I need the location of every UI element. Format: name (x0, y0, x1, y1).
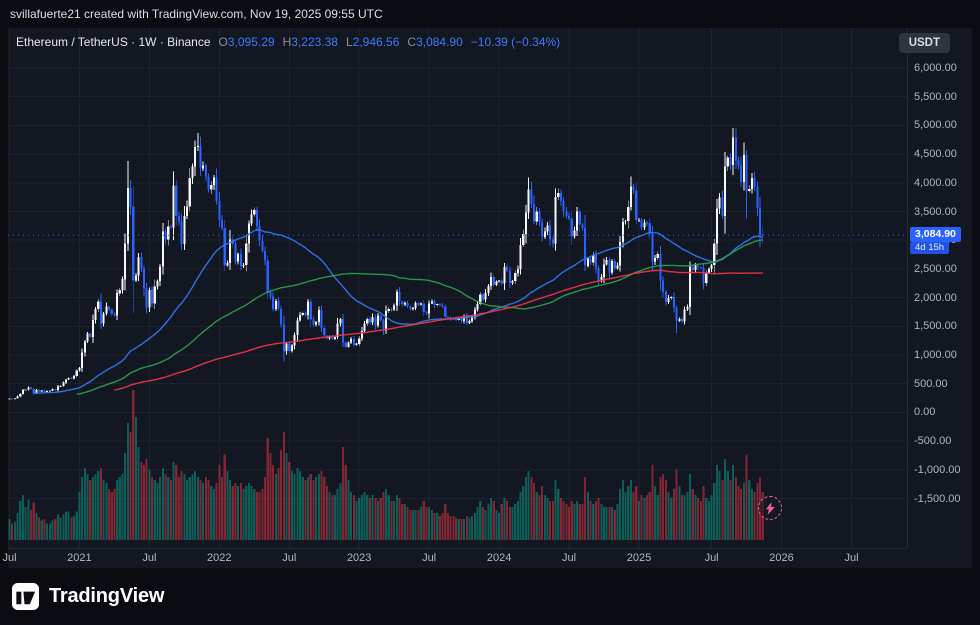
chart-canvas[interactable] (8, 28, 907, 548)
time-tick-label[interactable]: Jul (844, 552, 859, 564)
time-axis[interactable]: Jul 2021 Jul 2022 Jul 2023 Jul 2024 Jul 2025 Jul 20… (2, 548, 907, 568)
price-tick-label: -1,000.00 (914, 463, 961, 476)
change-value: −10.39 (−0.34%) (470, 35, 561, 49)
price-tick-label: 1,500.00 (914, 320, 957, 333)
time-tick-label[interactable]: 2022 (207, 552, 232, 564)
price-tick-label: 5,500.00 (914, 90, 957, 103)
symbol-legend[interactable]: Ethereum / TetherUS · 1W · Binance O3,09… (16, 35, 560, 49)
last-price-tag: 3,084.90 (910, 227, 961, 243)
time-tick-label[interactable]: Jul (2, 552, 17, 564)
footer-bar: TradingView (0, 568, 980, 625)
price-tick-label: 0.00 (914, 406, 936, 419)
time-tick-label[interactable]: Jul (704, 552, 719, 564)
price-tick-label: 2,500.00 (914, 262, 957, 275)
close-value: C3,084.90 (407, 35, 463, 49)
chart-widget: Ethereum / TetherUS · 1W · Binance O3,09… (2, 28, 972, 568)
time-tick-label[interactable]: 2024 (486, 552, 512, 564)
time-tick-label[interactable]: 2021 (67, 552, 92, 564)
price-tick-label: 500.00 (914, 377, 948, 390)
price-tick-label: 6,000.00 (914, 62, 957, 74)
lightning-bolt-icon (765, 501, 775, 515)
price-chart[interactable] (8, 28, 907, 548)
price-tick-label: 5,000.00 (914, 119, 957, 132)
brand-wordmark[interactable]: TradingView (49, 585, 165, 607)
currency-toggle-button[interactable]: USDT (898, 33, 950, 53)
price-tick-label: -1,500.00 (914, 492, 961, 505)
time-tick-label[interactable]: Jul (142, 552, 157, 564)
time-tick-label[interactable]: Jul (422, 552, 437, 564)
time-tick-label[interactable]: 2023 (346, 552, 372, 564)
high-value: H3,223.38 (282, 35, 338, 49)
countdown-text: 4d 15h (915, 242, 945, 254)
price-tick-label: 3,500.00 (914, 205, 957, 218)
time-tick-label[interactable]: 2026 (769, 552, 794, 564)
price-tick-label: 4,000.00 (914, 176, 957, 189)
time-tick-label[interactable]: Jul (561, 552, 577, 564)
price-axis[interactable]: 3,084.90 4d 15h 6,000.00 5,500.00 5,000.00… (907, 28, 972, 548)
status-bar: svillafuerte21 created with TradingView.… (0, 0, 980, 28)
symbol-title[interactable]: Ethereum / TetherUS · 1W · Binance (16, 35, 211, 49)
last-price-text: 3,084.90 (915, 228, 956, 241)
bar-countdown-tag: 4d 15h (910, 242, 950, 255)
price-tick-label: 2,000.00 (914, 291, 957, 304)
price-tick-label: -500.00 (914, 435, 952, 448)
open-value: O3,095.29 (218, 35, 275, 49)
time-tick-label[interactable]: 2025 (626, 552, 652, 564)
low-value: L2,946.56 (345, 35, 400, 49)
price-tick-label: 4,500.00 (914, 148, 957, 161)
attribution-text: svillafuerte21 created with TradingView.… (10, 7, 383, 21)
price-tick-label: 1,000.00 (914, 349, 957, 361)
time-tick-label[interactable]: Jul (282, 552, 297, 564)
flash-icon[interactable] (758, 496, 782, 520)
tradingview-logo-icon[interactable] (12, 583, 39, 610)
